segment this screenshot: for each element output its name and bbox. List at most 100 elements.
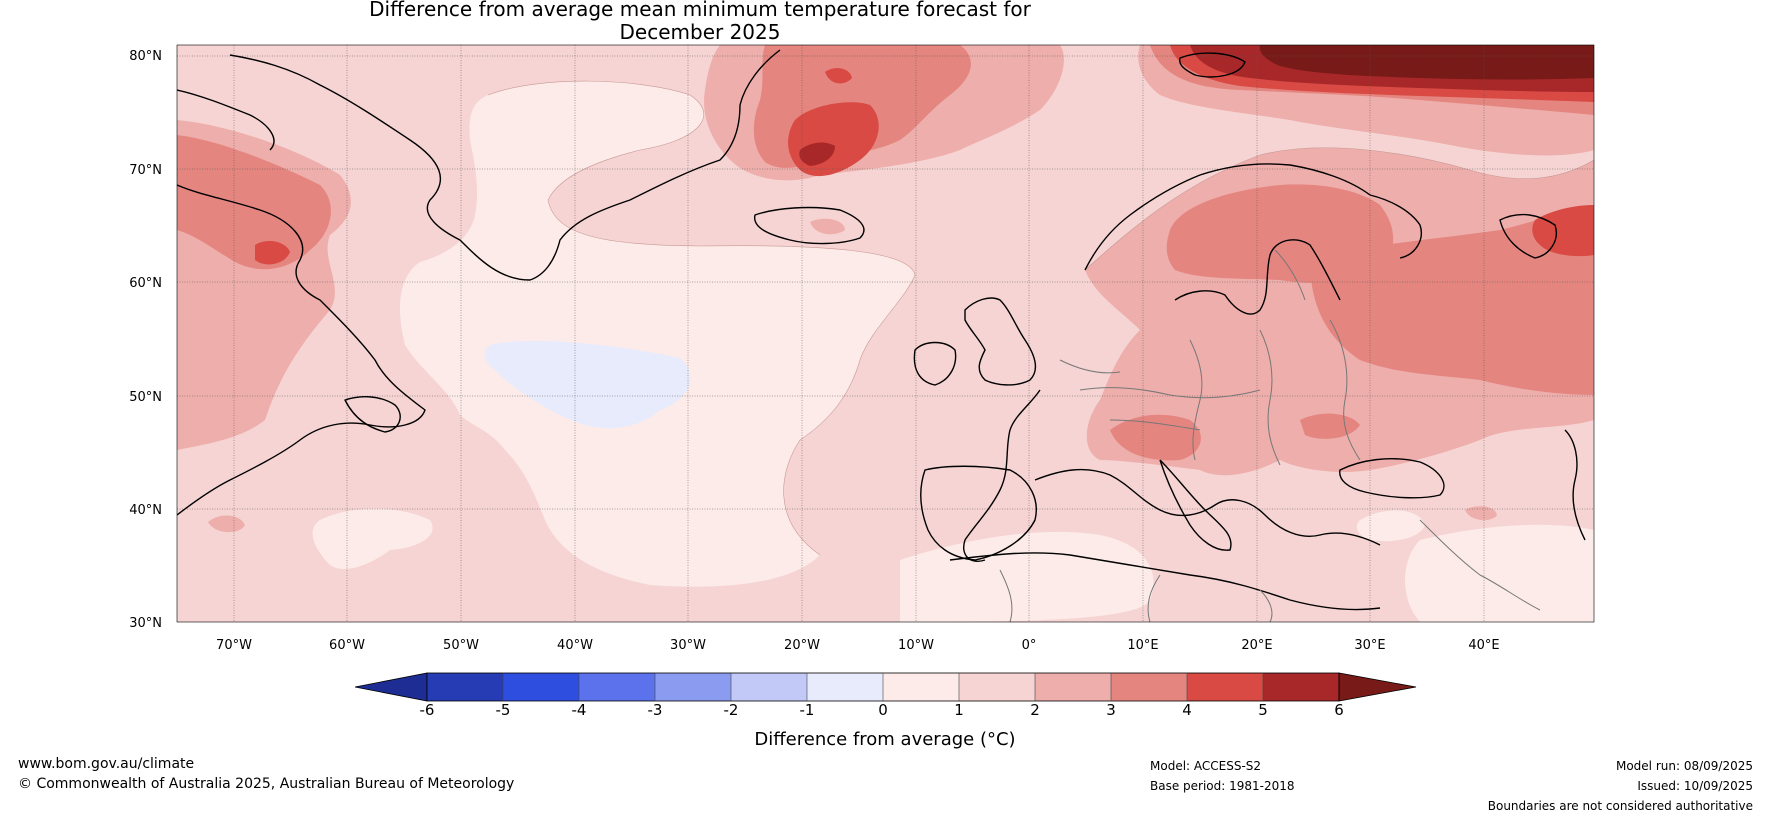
graticule xyxy=(177,45,1594,622)
colorbar-tick-label: 6 xyxy=(1334,701,1344,719)
colorbar-tick-label: -3 xyxy=(648,701,663,719)
colorbar-segment xyxy=(1263,673,1339,701)
colorbar-tick-label: 3 xyxy=(1106,701,1116,719)
country-borders xyxy=(999,249,1541,622)
copyright-text: © Commonwealth of Australia 2025, Austra… xyxy=(18,776,515,792)
colorbar-segment xyxy=(1187,673,1263,701)
colorbar-segment xyxy=(1035,673,1111,701)
anomaly-2-3-iceland xyxy=(810,218,845,235)
anomaly-4-5-labrador xyxy=(255,240,290,265)
mediterranean-north-coast xyxy=(1034,468,1381,546)
greenland-coast xyxy=(229,49,781,281)
lon-label: 30°W xyxy=(670,638,706,653)
lon-label: 0° xyxy=(1022,638,1037,653)
title-line-1: Difference from average mean minimum tem… xyxy=(369,0,1031,21)
iberia-coast xyxy=(920,465,1037,561)
disclaimer-text: Boundaries are not considered authoritat… xyxy=(1487,799,1753,813)
svalbard-coast xyxy=(1178,52,1246,78)
anomaly-4-5-spot xyxy=(825,68,852,84)
colorbar-tick-label: -6 xyxy=(420,701,435,719)
colorbar-tick-label: 5 xyxy=(1258,701,1268,719)
colorbar-tick-label: -1 xyxy=(800,701,815,719)
ireland-coast xyxy=(913,341,957,386)
anomaly-field xyxy=(177,45,1594,622)
newfoundland-coast xyxy=(344,396,401,433)
map-title: Difference from average mean minimum tem… xyxy=(0,0,1400,44)
colorbar-segment xyxy=(807,673,883,701)
contour-line xyxy=(1084,147,1594,271)
map-panel xyxy=(176,44,1595,623)
colorbar-segment xyxy=(503,673,579,701)
lon-label: 30°E xyxy=(1354,638,1385,653)
anomaly-0-1-north-atlantic xyxy=(400,81,915,587)
uk-coast xyxy=(964,297,1037,386)
europe-west-coast xyxy=(963,389,1041,562)
footer-left: www.bom.gov.au/climate © Commonwealth of… xyxy=(18,754,514,794)
colorbar-tick-label: -4 xyxy=(572,701,587,719)
colorbar-tick-label: 4 xyxy=(1182,701,1192,719)
anomaly-0-1-middle-east xyxy=(1405,524,1594,622)
caspian-coast xyxy=(1564,429,1586,541)
lon-label: 50°W xyxy=(443,638,479,653)
contour-line xyxy=(487,80,916,556)
colorbar-tick-label: 2 xyxy=(1030,701,1040,719)
lat-label: 60°N xyxy=(129,276,162,291)
kola-coast xyxy=(1369,194,1422,259)
issued-text: Issued: 10/09/2025 xyxy=(1637,779,1753,793)
anomaly-minus1-0-mid-atlantic xyxy=(484,340,691,429)
colorbar-segment xyxy=(731,673,807,701)
anomaly-0-1-north-africa xyxy=(900,531,1154,622)
lon-label: 10°W xyxy=(898,638,934,653)
lon-label: 60°W xyxy=(329,638,365,653)
colorbar-segment xyxy=(959,673,1035,701)
anomaly-3-4-labrador xyxy=(177,135,331,270)
baffin-coast xyxy=(177,89,275,151)
anomaly-2-3-spot-1 xyxy=(208,515,245,533)
labrador-coast xyxy=(177,184,426,516)
anomaly-5-6-greenland-sea xyxy=(799,142,835,166)
website-link[interactable]: www.bom.gov.au/climate xyxy=(18,756,195,772)
base-period-text: Base period: 1981-2018 xyxy=(1150,779,1295,793)
lon-label: 20°W xyxy=(784,638,820,653)
map-frame xyxy=(176,44,1595,623)
lon-label: 40°E xyxy=(1468,638,1499,653)
norway-coast xyxy=(1084,163,1371,271)
lon-label: 70°W xyxy=(216,638,252,653)
italy-coast xyxy=(1159,459,1232,551)
lat-label: 40°N xyxy=(129,503,162,518)
lat-label: 80°N xyxy=(129,49,162,64)
iceland-coast xyxy=(754,206,865,245)
lat-label: 50°N xyxy=(129,390,162,405)
colorbar-segment xyxy=(1111,673,1187,701)
coastlines xyxy=(177,49,1586,611)
footer-model-info: Model: ACCESS-S2 Base period: 1981-2018 xyxy=(1150,756,1295,796)
colorbar-segment xyxy=(427,673,503,701)
anomaly-0-1-black-sea xyxy=(1356,510,1425,542)
colorbar-label: Difference from average (°C) xyxy=(754,729,1016,750)
novaya-zemlya-coast xyxy=(1499,213,1557,259)
lat-label: 30°N xyxy=(129,616,162,631)
colorbar-tick-label: 0 xyxy=(878,701,888,719)
anomaly-0-1-west-atlantic xyxy=(312,508,433,570)
anomaly-4-5-urals xyxy=(1532,205,1594,257)
colorbar-segment xyxy=(883,673,959,701)
lat-label: 70°N xyxy=(129,163,162,178)
colorbar-tick-label: -5 xyxy=(496,701,511,719)
baltic-coast xyxy=(1174,239,1341,315)
lon-label: 20°E xyxy=(1241,638,1272,653)
colorbar-segment xyxy=(579,673,655,701)
colorbar-tick-label: 1 xyxy=(954,701,964,719)
lon-label: 10°E xyxy=(1127,638,1158,653)
colorbar-min-extend xyxy=(354,672,428,702)
colorbar-tick-label: -2 xyxy=(724,701,739,719)
latitude-labels: 80°N 70°N 60°N 50°N 40°N 30°N xyxy=(129,49,162,631)
anomaly-2-3-spot-2 xyxy=(1465,506,1497,521)
footer-run-info: Model run: 08/09/2025 Issued: 10/09/2025… xyxy=(1488,756,1753,816)
anomaly-6-plus-barents xyxy=(1259,45,1594,80)
anomaly-3-4-poland xyxy=(1300,413,1360,439)
black-sea-coast xyxy=(1339,458,1445,499)
north-africa-coast xyxy=(949,552,1381,611)
title-line-2: December 2025 xyxy=(619,20,781,44)
colorbar: -6 -5 -4 -3 -2 -1 0 1 2 3 4 5 6 xyxy=(354,672,1417,719)
